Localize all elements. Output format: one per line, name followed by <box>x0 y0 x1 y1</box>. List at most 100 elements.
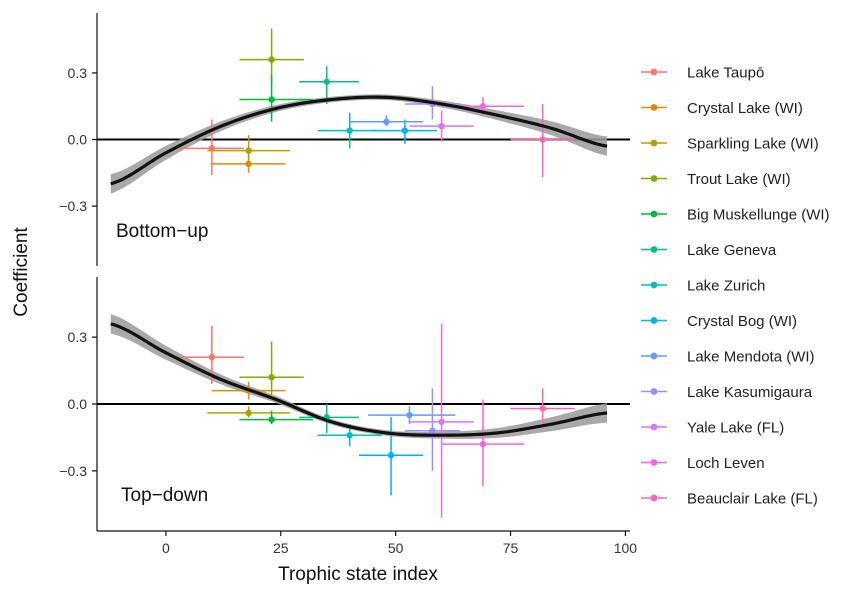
legend-item-yale-lake-fl: Yale Lake (FL) <box>641 420 784 437</box>
y-tick-label: −0.3 <box>59 463 87 479</box>
data-point <box>438 418 445 426</box>
point-yale-lake-fl <box>409 323 474 518</box>
x-tick-label: 100 <box>614 540 638 556</box>
fit-curve <box>110 322 608 437</box>
legend-key-point <box>650 494 658 502</box>
point-big-muskellunge-wi <box>239 75 313 122</box>
data-point <box>323 78 330 85</box>
data-point <box>268 416 275 423</box>
data-point <box>245 409 252 417</box>
point-lake-zurich <box>317 112 382 149</box>
legend-label: Crystal Lake (WI) <box>687 100 803 117</box>
legend-key-point <box>650 388 658 395</box>
panel-top-down: −0.3 0.0 0.3 Top−down <box>59 277 630 531</box>
legend-key-point <box>650 459 658 466</box>
data-point <box>539 405 546 412</box>
x-ticks: 0 25 50 75 100 <box>162 531 637 556</box>
legend-label: Trout Lake (WI) <box>687 171 791 188</box>
legend-item-lake-taup: Lake Taupō <box>641 65 764 82</box>
data-point <box>208 354 216 361</box>
legend-item-sparkling-lake-wi: Sparkling Lake (WI) <box>641 136 819 153</box>
data-point <box>383 118 390 125</box>
data-point <box>245 147 252 154</box>
legend-key-point <box>650 281 658 289</box>
point-sparkling-lake-wi <box>207 406 290 418</box>
legend-key-point <box>650 68 658 76</box>
y-tick-label: 0.3 <box>68 329 88 345</box>
y-tick-label: 0.0 <box>68 132 88 148</box>
panel-bottom-up: −0.3 0.0 0.3 Bottom−up <box>59 13 630 266</box>
panel-label-bottom-up: Bottom−up <box>116 221 208 242</box>
point-yale-lake-fl <box>409 110 474 142</box>
point-trout-lake-wi <box>239 341 304 396</box>
data-point <box>406 411 413 419</box>
y-tick-label: 0.3 <box>68 65 88 81</box>
legend-key-point <box>650 104 658 111</box>
data-point <box>387 452 395 459</box>
legend-item-beauclair-lake-fl: Beauclair Lake (FL) <box>641 491 818 508</box>
legend-label: Yale Lake (FL) <box>687 420 784 437</box>
legend: Lake Taupō Crystal Lake (WI) Sparkling Lak… <box>641 65 830 508</box>
y-tick-label: −0.3 <box>59 198 87 214</box>
panel-label-top-down: Top−down <box>121 485 208 506</box>
legend-label: Lake Zurich <box>687 278 765 295</box>
legend-item-loch-leven: Loch Leven <box>641 455 765 472</box>
x-tick-label: 0 <box>162 540 170 556</box>
legend-item-lake-zurich: Lake Zurich <box>641 278 765 295</box>
x-tick-label: 50 <box>388 540 404 556</box>
x-tick-label: 25 <box>273 540 289 556</box>
legend-label: Lake Taupō <box>687 65 764 82</box>
fit-curve <box>110 95 608 186</box>
x-axis-title: Trophic state index <box>278 564 438 585</box>
legend-key-point <box>650 139 658 147</box>
point-lake-taup <box>179 119 245 176</box>
y-ticks: −0.3 0.0 0.3 <box>59 329 97 479</box>
data-points <box>179 323 575 518</box>
data-point <box>346 431 353 439</box>
point-sparkling-lake-wi <box>207 135 290 162</box>
legend-key-point <box>650 210 658 218</box>
legend-item-lake-mendota-wi: Lake Mendota (WI) <box>641 349 815 366</box>
point-lake-geneva <box>299 66 359 104</box>
data-point <box>479 440 487 448</box>
legend-key-point <box>650 317 658 324</box>
data-point <box>438 122 445 130</box>
point-trout-lake-wi <box>239 28 304 85</box>
legend-key-point <box>650 246 658 253</box>
data-point <box>429 427 436 434</box>
data-point <box>268 374 275 381</box>
data-point <box>539 136 546 143</box>
point-beauclair-lake-fl <box>510 103 575 178</box>
legend-label: Crystal Bog (WI) <box>687 313 797 330</box>
point-big-muskellunge-wi <box>239 410 313 425</box>
data-point <box>268 96 275 103</box>
legend-label: Loch Leven <box>687 455 765 472</box>
x-tick-label: 75 <box>503 540 519 556</box>
data-points <box>179 28 575 178</box>
point-lake-taup <box>179 326 245 384</box>
legend-label: Lake Geneva <box>687 242 777 259</box>
legend-key-point <box>650 423 658 431</box>
legend-label: Big Muskellunge (WI) <box>687 207 830 224</box>
point-lake-mendota-wi <box>349 115 424 127</box>
y-tick-label: 0.0 <box>68 396 88 412</box>
legend-label: Lake Kasumigaura <box>687 384 813 401</box>
legend-item-lake-kasumigaura: Lake Kasumigaura <box>641 384 813 401</box>
legend-label: Lake Mendota (WI) <box>687 349 815 366</box>
point-beauclair-lake-fl <box>510 388 575 425</box>
point-lake-kasumigaura <box>404 388 460 471</box>
data-point <box>401 127 409 134</box>
y-axis-title: Coefficient <box>11 227 32 317</box>
point-crystal-bog-wi <box>358 417 424 496</box>
y-ticks: −0.3 0.0 0.3 <box>59 65 97 214</box>
legend-item-crystal-bog-wi: Crystal Bog (WI) <box>641 313 797 330</box>
legend-item-crystal-lake-wi: Crystal Lake (WI) <box>641 100 803 117</box>
data-point <box>268 56 275 63</box>
legend-item-big-muskellunge-wi: Big Muskellunge (WI) <box>641 207 830 224</box>
legend-label: Sparkling Lake (WI) <box>687 136 819 153</box>
legend-key-point <box>650 175 658 182</box>
legend-item-trout-lake-wi: Trout Lake (WI) <box>641 171 791 188</box>
legend-item-lake-geneva: Lake Geneva <box>641 242 777 259</box>
point-crystal-bog-wi <box>372 119 438 144</box>
